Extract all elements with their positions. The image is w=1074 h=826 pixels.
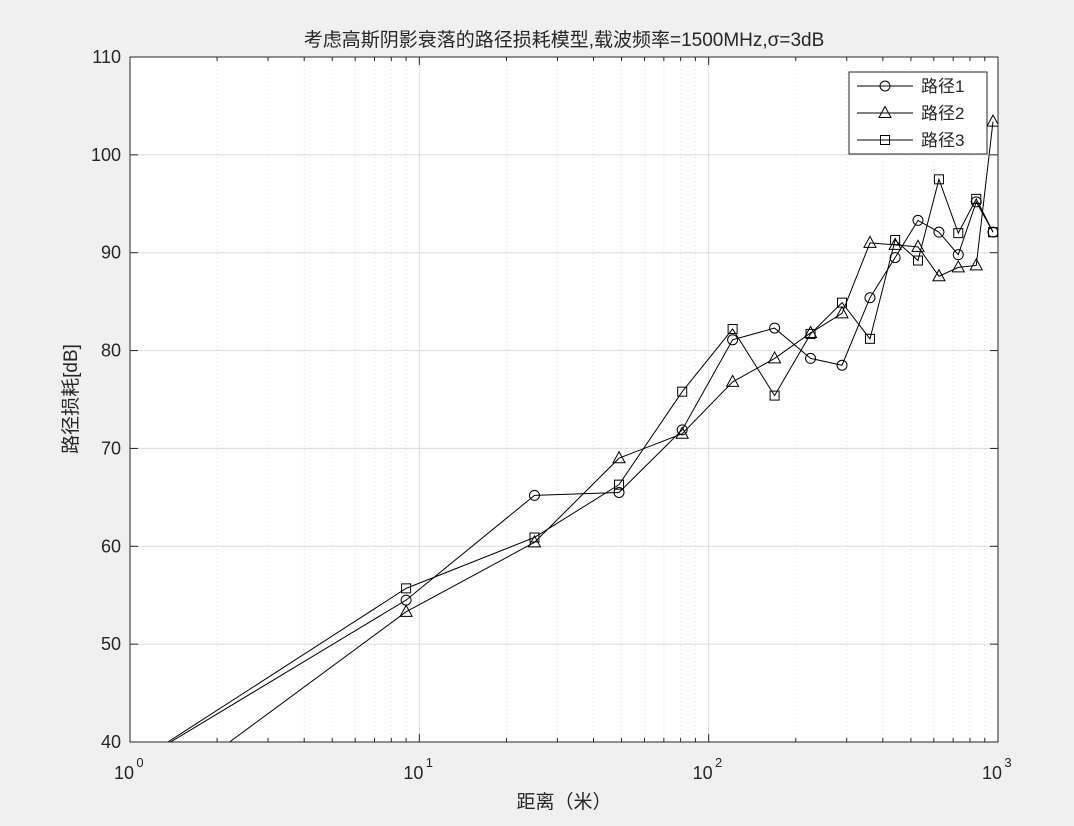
series-1 bbox=[169, 196, 998, 742]
y-tick-label: 110 bbox=[92, 47, 121, 67]
data-point-circle bbox=[528, 489, 540, 501]
data-point-triangle bbox=[725, 374, 740, 387]
series-3 bbox=[166, 174, 998, 742]
legend-marker-square-icon bbox=[880, 135, 890, 145]
y-tick-label: 100 bbox=[91, 145, 121, 165]
x-tick-label-exponent: 0 bbox=[136, 755, 143, 770]
series-line bbox=[228, 121, 994, 742]
series-layer bbox=[166, 114, 998, 742]
y-tick-label: 40 bbox=[101, 732, 121, 752]
legend-marker-triangle-icon bbox=[878, 105, 892, 118]
x-axis-label: 距离（米） bbox=[516, 791, 611, 813]
legend-label-2: 路径2 bbox=[921, 104, 964, 123]
series-2 bbox=[228, 114, 998, 742]
data-point-triangle bbox=[932, 268, 946, 282]
data-point-triangle bbox=[863, 235, 877, 248]
data-point-square bbox=[864, 333, 875, 344]
y-tick-label: 70 bbox=[101, 438, 121, 458]
data-point-circle bbox=[933, 226, 945, 238]
y-tick-label: 90 bbox=[101, 243, 121, 263]
legend-label-3: 路径3 bbox=[921, 131, 964, 150]
data-point-triangle bbox=[675, 426, 690, 439]
data-point-triangle bbox=[527, 534, 542, 548]
y-tick-label: 60 bbox=[101, 536, 121, 556]
legend-marker-shape bbox=[880, 135, 890, 145]
chart-title: 考虑高斯阴影衰落的路径损耗模型,载波频率=1500MHz,σ=3dB bbox=[304, 29, 825, 51]
data-point-square bbox=[971, 193, 982, 204]
data-point-triangle bbox=[835, 305, 849, 319]
data-point-square bbox=[677, 386, 688, 397]
data-point-square bbox=[890, 234, 901, 245]
data-point-circle bbox=[864, 292, 876, 304]
data-point-triangle bbox=[803, 325, 818, 338]
data-point-triangle bbox=[888, 237, 902, 250]
data-point-square bbox=[837, 297, 848, 308]
grid bbox=[129, 56, 999, 743]
data-point-circle bbox=[836, 359, 848, 371]
y-axis-label: 路径损耗[dB] bbox=[60, 344, 82, 454]
x-tick-label: 10 bbox=[403, 763, 423, 783]
data-point-circle bbox=[676, 424, 688, 436]
legend: 路径1 路径2 路径3 bbox=[848, 71, 988, 155]
x-tick-label-exponent: 3 bbox=[1004, 755, 1011, 770]
x-tick-label: 10 bbox=[982, 763, 1002, 783]
data-point-circle bbox=[769, 322, 781, 334]
data-point-triangle bbox=[767, 350, 782, 364]
data-point-triangle bbox=[399, 604, 413, 617]
data-point-triangle bbox=[612, 450, 626, 464]
legend-item-3: 路径3 bbox=[857, 131, 964, 150]
data-point-square bbox=[805, 328, 816, 339]
ticks bbox=[129, 56, 999, 743]
data-point-circle bbox=[912, 214, 924, 226]
data-point-square bbox=[953, 228, 964, 239]
legend-item-2: 路径2 bbox=[857, 104, 964, 123]
data-point-square bbox=[769, 390, 780, 401]
axes-frame bbox=[129, 56, 999, 743]
x-tick-label: 10 bbox=[114, 763, 134, 783]
data-point-triangle bbox=[969, 257, 984, 271]
legend-marker-shape bbox=[878, 105, 892, 118]
data-point-triangle bbox=[911, 239, 925, 252]
y-tick-label: 50 bbox=[101, 634, 121, 654]
x-tick-label: 10 bbox=[693, 763, 713, 783]
data-point-triangle bbox=[951, 259, 966, 273]
y-tick-label: 80 bbox=[101, 341, 121, 361]
data-point-square bbox=[614, 479, 625, 490]
data-point-circle bbox=[805, 352, 817, 364]
axes-background bbox=[130, 57, 998, 742]
x-tick-label-exponent: 1 bbox=[426, 755, 433, 770]
data-point-circle bbox=[613, 486, 625, 498]
legend-marker-circle-icon bbox=[879, 80, 891, 92]
data-point-circle bbox=[727, 334, 739, 346]
legend-label-1: 路径1 bbox=[921, 77, 964, 96]
data-point-square bbox=[933, 174, 944, 185]
series-line bbox=[169, 200, 994, 742]
data-point-triangle bbox=[986, 114, 998, 127]
legend-marker-shape bbox=[879, 80, 891, 92]
data-point-square bbox=[529, 532, 540, 543]
data-point-square bbox=[912, 255, 923, 266]
data-point-circle bbox=[952, 249, 964, 261]
x-tick-label-exponent: 2 bbox=[715, 755, 722, 770]
data-point-square bbox=[727, 324, 738, 335]
data-point-square bbox=[401, 583, 412, 594]
legend-item-1: 路径1 bbox=[857, 77, 964, 96]
series-line bbox=[166, 177, 994, 742]
